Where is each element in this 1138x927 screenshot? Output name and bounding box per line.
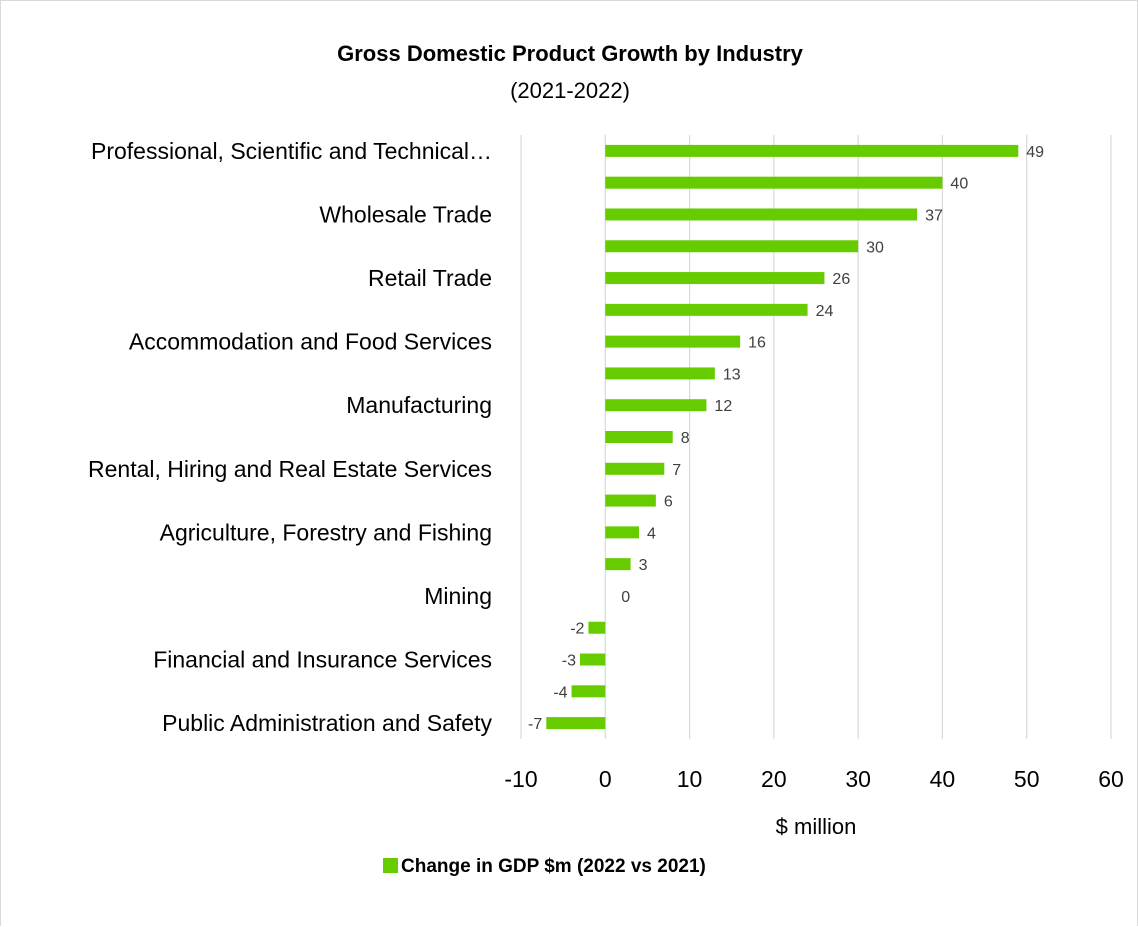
x-tick-label-20: 20	[761, 766, 787, 792]
bar-13	[605, 526, 639, 539]
data-label-13: 4	[647, 525, 656, 542]
data-label-10: 8	[681, 430, 690, 447]
category-label-13: Agriculture, Forestry and Fishing	[160, 519, 492, 545]
bars	[546, 144, 1019, 730]
data-labels: 49 40 37 30 26 24 16 13 12 87 64 30 -2 -3 -4 -7	[528, 144, 1044, 733]
x-tick-label--10: -10	[504, 766, 537, 792]
bar-11	[605, 462, 665, 475]
bar-12	[605, 494, 656, 507]
bar-14	[605, 558, 631, 571]
data-label-6: 24	[816, 303, 834, 320]
data-label-2: 40	[950, 176, 968, 193]
legend-label: Change in GDP $m (2022 vs 2021)	[401, 856, 706, 877]
x-tick-label-10: 10	[677, 766, 703, 792]
bar-19	[546, 717, 606, 730]
category-label-17: Financial and Insurance Services	[153, 647, 492, 673]
bar-1	[605, 144, 1019, 157]
grid-lines	[520, 135, 1112, 739]
x-tick-label-0: 0	[599, 766, 612, 792]
data-label-4: 30	[866, 239, 884, 256]
data-label-11: 7	[672, 462, 681, 479]
data-label-7: 16	[748, 335, 766, 352]
data-label-12: 6	[664, 494, 673, 511]
x-tick-label-30: 30	[845, 766, 871, 792]
x-axis-ticks: -10 0 10 20 30 40 50 60	[504, 766, 1123, 792]
data-label-1: 49	[1026, 144, 1044, 161]
category-labels: Professional, Scientific and Technical… W…	[88, 138, 492, 736]
bar-16	[588, 621, 606, 634]
data-label-8: 13	[723, 366, 741, 383]
category-label-5: Retail Trade	[368, 265, 492, 291]
bar-17	[580, 653, 606, 666]
x-tick-label-60: 60	[1098, 766, 1124, 792]
category-label-11: Rental, Hiring and Real Estate Services	[88, 456, 492, 482]
data-label-15: 0	[621, 589, 630, 606]
data-label-17: -3	[562, 653, 576, 670]
bar-10	[605, 431, 673, 443]
data-label-18: -4	[553, 684, 567, 701]
bar-6	[605, 303, 808, 316]
legend-swatch	[383, 858, 398, 873]
bar-2	[605, 176, 943, 189]
chart-title: Gross Domestic Product Growth by Industr…	[337, 41, 804, 66]
legend: Change in GDP $m (2022 vs 2021)	[383, 856, 706, 877]
data-label-16: -2	[570, 621, 584, 638]
bar-3	[605, 208, 918, 221]
chart-subtitle: (2021-2022)	[510, 78, 630, 103]
bar-5	[605, 272, 825, 285]
category-label-19: Public Administration and Safety	[162, 710, 492, 736]
data-label-14: 3	[639, 557, 648, 574]
bar-4	[605, 240, 859, 253]
category-label-1: Professional, Scientific and Technical…	[91, 138, 492, 164]
data-label-9: 12	[714, 398, 732, 415]
x-axis-title: $ million	[776, 814, 857, 839]
data-label-3: 37	[925, 207, 943, 224]
data-label-19: -7	[528, 716, 542, 733]
category-label-9: Manufacturing	[346, 392, 492, 418]
bar-18	[571, 685, 606, 698]
x-tick-label-50: 50	[1014, 766, 1040, 792]
category-label-7: Accommodation and Food Services	[129, 329, 492, 355]
category-label-3: Wholesale Trade	[319, 201, 492, 227]
bar-9	[605, 399, 707, 412]
bar-7	[605, 335, 741, 348]
bar-8	[605, 367, 715, 380]
data-label-5: 26	[832, 271, 850, 288]
category-label-15: Mining	[424, 583, 492, 609]
x-tick-label-40: 40	[930, 766, 956, 792]
